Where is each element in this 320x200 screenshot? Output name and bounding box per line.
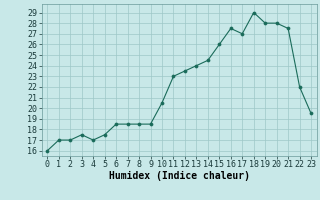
X-axis label: Humidex (Indice chaleur): Humidex (Indice chaleur) bbox=[109, 171, 250, 181]
